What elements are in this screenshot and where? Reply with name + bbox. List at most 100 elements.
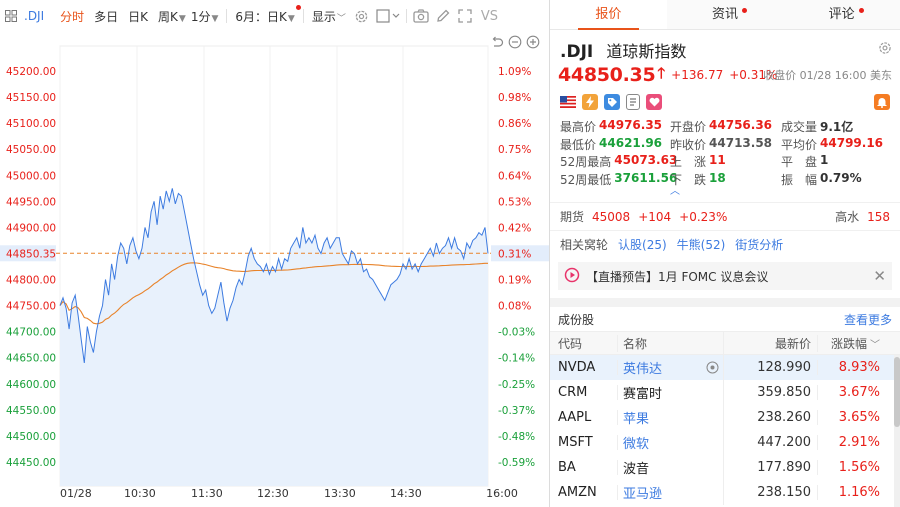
document-icon[interactable]	[626, 94, 640, 110]
live-banner-text: 【直播预告】1月 FOMC 议息会议	[586, 269, 769, 284]
tag-icon[interactable]	[604, 94, 620, 110]
stats-row: 最高价 44976.35 开盘价 44756.36 成交量 9.1亿	[560, 118, 890, 136]
decliners-value: 18	[709, 170, 726, 185]
table-scrollbar[interactable]	[894, 355, 900, 507]
row-change-pct: 3.65%	[838, 410, 880, 425]
tab-intraday[interactable]: 分时	[60, 9, 85, 24]
quote-name: 道琼斯指数	[606, 42, 687, 61]
price-change-pct: +0.31%	[729, 68, 778, 82]
view-more-link[interactable]: 查看更多	[843, 312, 892, 327]
table-row[interactable]: NVDA 英伟达 128.990 8.93%	[550, 355, 900, 380]
amplitude-label: 振 幅	[781, 172, 818, 187]
tab-quote[interactable]: 报价	[550, 0, 667, 30]
pencil-icon[interactable]	[434, 7, 452, 25]
cbbc-link[interactable]: 牛熊(52)	[676, 238, 726, 252]
display-dropdown[interactable]: 显示﹀	[307, 8, 351, 25]
table-row[interactable]: BA 波音 177.890 1.56%	[550, 455, 900, 480]
amplitude-value: 0.79%	[820, 170, 862, 185]
col-name[interactable]: 名称	[618, 332, 724, 354]
y-price-label: 44750.00	[6, 301, 56, 313]
futures-row[interactable]: 期货 45008 +104 +0.23% 高水 158	[550, 202, 900, 230]
expand-chevron-icon[interactable]: ︿	[670, 186, 680, 197]
tab-weekly-k[interactable]: 周K▼	[153, 8, 191, 25]
tab-multiday[interactable]: 多日	[94, 9, 119, 24]
row-price: 238.150	[724, 485, 818, 500]
street-analysis-link[interactable]: 街货分析	[735, 238, 784, 252]
y-pct-label: 0.86%	[498, 118, 531, 130]
y-price-label: 44450.00	[6, 457, 56, 469]
y-pct-label: 0.31%	[498, 248, 531, 260]
grid-view-icon[interactable]	[2, 7, 20, 25]
settings-icon[interactable]	[353, 7, 371, 25]
bell-icon[interactable]	[874, 94, 890, 110]
col-change-pct[interactable]: 涨跌幅 ﹀	[818, 335, 888, 352]
volume-label: 成交量	[781, 120, 818, 135]
zoom-in-icon[interactable]	[526, 34, 540, 53]
camera-icon[interactable]	[412, 7, 430, 25]
decliners-label: 下 跌	[670, 172, 707, 187]
tab-news[interactable]: 资讯	[667, 0, 784, 29]
col-code[interactable]: 代码	[550, 334, 618, 352]
row-name: 亚马逊	[618, 480, 724, 505]
components-table-header: 代码 名称 最新价 涨跌幅 ﹀	[550, 331, 900, 355]
col-price[interactable]: 最新价	[724, 334, 818, 352]
lightning-icon[interactable]	[582, 94, 598, 110]
unchanged-value: 1	[820, 153, 829, 168]
gear-icon[interactable]	[878, 40, 892, 59]
compare-vs-button[interactable]: VS	[480, 8, 499, 24]
tab-news-label: 资讯	[712, 7, 739, 22]
row-name-label: 英伟达	[623, 362, 663, 377]
x-time-label: 01/28	[60, 487, 92, 500]
zoom-out-icon[interactable]	[508, 34, 522, 53]
tab-comments[interactable]: 评论	[783, 0, 900, 29]
y-pct-label: 0.42%	[498, 222, 531, 234]
y-price-label: 45000.00	[6, 170, 56, 182]
quote-tabs: 报价 资讯 评论	[550, 0, 900, 30]
tab-6m-daily[interactable]: 6月：日K▼	[230, 4, 301, 25]
tab-1min[interactable]: 1分▼	[191, 8, 224, 25]
y-pct-label: -0.37%	[498, 405, 535, 417]
col-name-label: 名称	[623, 336, 648, 351]
avg-price-label: 平均价	[781, 137, 818, 152]
close-icon[interactable]: ✕	[873, 267, 886, 285]
row-price: 447.200	[724, 435, 818, 450]
eye-icon[interactable]	[706, 361, 719, 378]
arrow-up-icon: 🡑	[657, 63, 666, 82]
stats-grid: 最高价 44976.35 开盘价 44756.36 成交量 9.1亿 最低价 44621…	[550, 116, 900, 198]
table-row[interactable]: MSFT 微软 447.200 2.91%	[550, 430, 900, 455]
heart-icon[interactable]	[646, 94, 662, 110]
avg-price-value: 44799.16	[820, 135, 884, 150]
quote-icons-row	[550, 88, 900, 116]
futures-change: +104	[638, 209, 672, 224]
x-time-label: 11:30	[191, 487, 223, 500]
table-row[interactable]: AMZN 亚马逊 238.150 1.16%	[550, 480, 900, 505]
stats-row: 最低价 44621.96 昨收价 44713.58 平均价 44799.16	[560, 136, 890, 154]
scrollbar-thumb[interactable]	[894, 357, 900, 427]
premium-value: 158	[867, 209, 890, 224]
y-pct-label: -0.14%	[498, 353, 535, 365]
fullscreen-icon[interactable]	[456, 7, 474, 25]
call-warrants-link[interactable]: 认股(25)	[618, 238, 667, 252]
tab-daily-k[interactable]: 日K	[128, 9, 149, 24]
stats-row: 52周最低 37611.56 下 跌 18 振 幅 0.79%	[560, 171, 890, 189]
square-dropdown-icon[interactable]	[375, 7, 401, 25]
tab-quote-label: 报价	[595, 7, 622, 22]
52w-high-label: 52周最高	[560, 155, 612, 170]
row-name: 赛富时	[618, 380, 724, 405]
row-name: 微软	[618, 430, 724, 455]
undo-icon[interactable]	[490, 34, 504, 53]
row-code: AAPL	[550, 410, 618, 425]
high-label: 最高价	[560, 120, 597, 135]
y-pct-label: 1.09%	[498, 66, 531, 78]
table-row[interactable]: CRM 赛富时 359.850 3.67%	[550, 380, 900, 405]
live-banner[interactable]: 【直播预告】1月 FOMC 议息会议 ✕	[558, 262, 892, 290]
futures-label: 期货	[560, 210, 585, 224]
y-price-label: 44600.00	[6, 379, 56, 391]
table-row[interactable]: AAPL 苹果 238.260 3.65%	[550, 405, 900, 430]
x-time-label: 13:30	[324, 487, 356, 500]
y-price-label: 45200.00	[6, 66, 56, 78]
sort-chevron-icon: ﹀	[870, 339, 880, 351]
price-change: +136.77	[671, 68, 724, 82]
y-price-label: 44850.35	[6, 248, 56, 260]
